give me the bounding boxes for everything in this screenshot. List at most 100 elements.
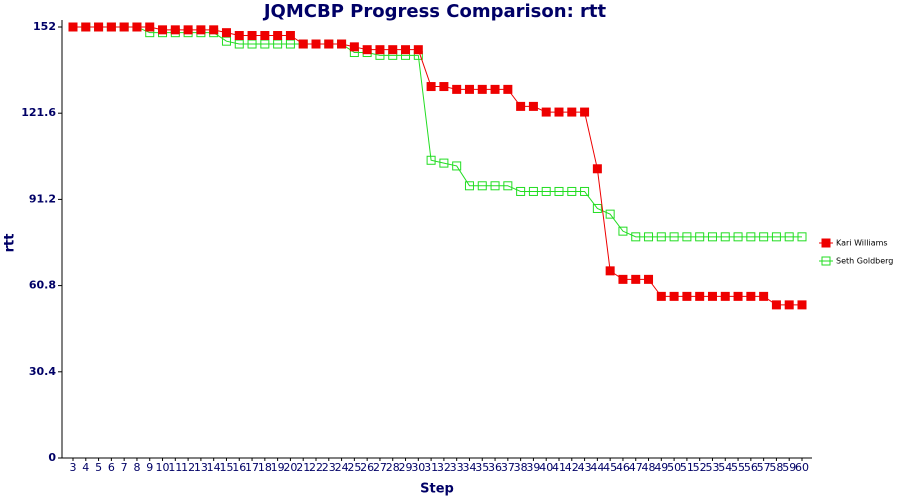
data-point bbox=[247, 39, 257, 49]
data-point bbox=[145, 22, 155, 32]
x-tick-label: 52 bbox=[693, 461, 707, 474]
x-tick-label: 55 bbox=[731, 461, 745, 474]
x-tick-label: 54 bbox=[718, 461, 732, 474]
x-tick-label: 50 bbox=[667, 461, 681, 474]
legend-label: Kari Williams bbox=[836, 239, 888, 248]
data-point bbox=[528, 186, 538, 196]
x-tick-label: 34 bbox=[462, 461, 476, 474]
data-point bbox=[260, 39, 270, 49]
x-axis-label: Step bbox=[420, 482, 454, 497]
series-line bbox=[73, 26, 802, 306]
data-point bbox=[196, 25, 206, 35]
data-point bbox=[605, 209, 615, 219]
data-point bbox=[94, 22, 104, 32]
data-point bbox=[119, 22, 129, 32]
data-point bbox=[580, 186, 590, 196]
data-point bbox=[234, 31, 244, 41]
x-tick-label: 40 bbox=[539, 461, 553, 474]
data-point bbox=[132, 22, 142, 32]
y-axis-label: rtt bbox=[3, 234, 18, 253]
data-point bbox=[618, 226, 628, 236]
data-point bbox=[631, 274, 641, 284]
x-tick-label: 45 bbox=[603, 461, 617, 474]
x-tick-label: 22 bbox=[309, 461, 323, 474]
data-point bbox=[720, 291, 730, 301]
data-point bbox=[746, 291, 756, 301]
data-point bbox=[784, 232, 794, 242]
x-tick-label: 41 bbox=[552, 461, 566, 474]
data-point bbox=[503, 181, 513, 191]
x-tick-label: 44 bbox=[590, 461, 604, 474]
data-point bbox=[759, 291, 769, 301]
data-point bbox=[452, 161, 462, 171]
y-tick-label: 0 bbox=[48, 451, 56, 464]
y-tick-label: 152 bbox=[33, 20, 56, 33]
y-tick-label: 91.2 bbox=[29, 192, 56, 205]
data-point bbox=[426, 82, 436, 92]
data-point bbox=[541, 186, 551, 196]
series-line bbox=[73, 26, 802, 238]
data-point bbox=[106, 22, 116, 32]
data-point bbox=[183, 25, 193, 35]
data-point bbox=[311, 39, 321, 49]
data-point bbox=[477, 181, 487, 191]
x-tick-label: 4 bbox=[82, 461, 89, 474]
data-point bbox=[631, 232, 641, 242]
x-tick-label: 39 bbox=[526, 461, 540, 474]
x-tick-label: 15 bbox=[219, 461, 233, 474]
data-point bbox=[273, 39, 283, 49]
x-tick-label: 58 bbox=[769, 461, 783, 474]
data-point bbox=[592, 203, 602, 213]
x-tick-label: 11 bbox=[168, 461, 182, 474]
x-tick-label: 5 bbox=[95, 461, 102, 474]
data-point bbox=[490, 84, 500, 94]
data-point bbox=[439, 82, 449, 92]
x-tick-label: 7 bbox=[121, 461, 128, 474]
data-point bbox=[567, 186, 577, 196]
data-point bbox=[260, 31, 270, 41]
x-tick-label: 42 bbox=[565, 461, 579, 474]
data-point bbox=[682, 291, 692, 301]
data-point bbox=[605, 266, 615, 276]
data-point bbox=[656, 232, 666, 242]
data-point bbox=[221, 28, 231, 38]
x-tick-label: 17 bbox=[245, 461, 259, 474]
legend-swatch bbox=[821, 256, 831, 266]
x-tick-label: 59 bbox=[782, 461, 796, 474]
x-tick-label: 23 bbox=[322, 461, 336, 474]
x-tick-label: 30 bbox=[411, 461, 425, 474]
data-point bbox=[733, 291, 743, 301]
y-tick-label: 30.4 bbox=[29, 365, 56, 378]
x-tick-label: 60 bbox=[795, 461, 809, 474]
x-tick-label: 57 bbox=[757, 461, 771, 474]
data-point bbox=[656, 291, 666, 301]
x-tick-label: 47 bbox=[629, 461, 643, 474]
data-point bbox=[170, 25, 180, 35]
x-tick-label: 24 bbox=[335, 461, 349, 474]
data-point bbox=[707, 291, 717, 301]
x-tick-label: 48 bbox=[642, 461, 656, 474]
data-point bbox=[247, 31, 257, 41]
data-point bbox=[695, 232, 705, 242]
x-tick-label: 36 bbox=[488, 461, 502, 474]
data-point bbox=[528, 101, 538, 111]
x-tick-label: 31 bbox=[424, 461, 438, 474]
x-tick-label: 49 bbox=[654, 461, 668, 474]
x-tick-label: 33 bbox=[450, 461, 464, 474]
data-point bbox=[759, 232, 769, 242]
data-point bbox=[209, 25, 219, 35]
x-tick-label: 10 bbox=[156, 461, 170, 474]
data-point bbox=[375, 45, 385, 55]
data-point bbox=[349, 42, 359, 52]
data-point bbox=[337, 39, 347, 49]
x-tick-label: 28 bbox=[386, 461, 400, 474]
data-point bbox=[554, 107, 564, 117]
chart-title: JQMCBP Progress Comparison: rtt bbox=[262, 1, 607, 22]
data-point bbox=[477, 84, 487, 94]
data-point bbox=[439, 158, 449, 168]
x-tick-label: 29 bbox=[399, 461, 413, 474]
data-point bbox=[221, 36, 231, 46]
y-tick-label: 121.6 bbox=[21, 106, 56, 119]
data-point bbox=[682, 232, 692, 242]
data-point bbox=[464, 84, 474, 94]
